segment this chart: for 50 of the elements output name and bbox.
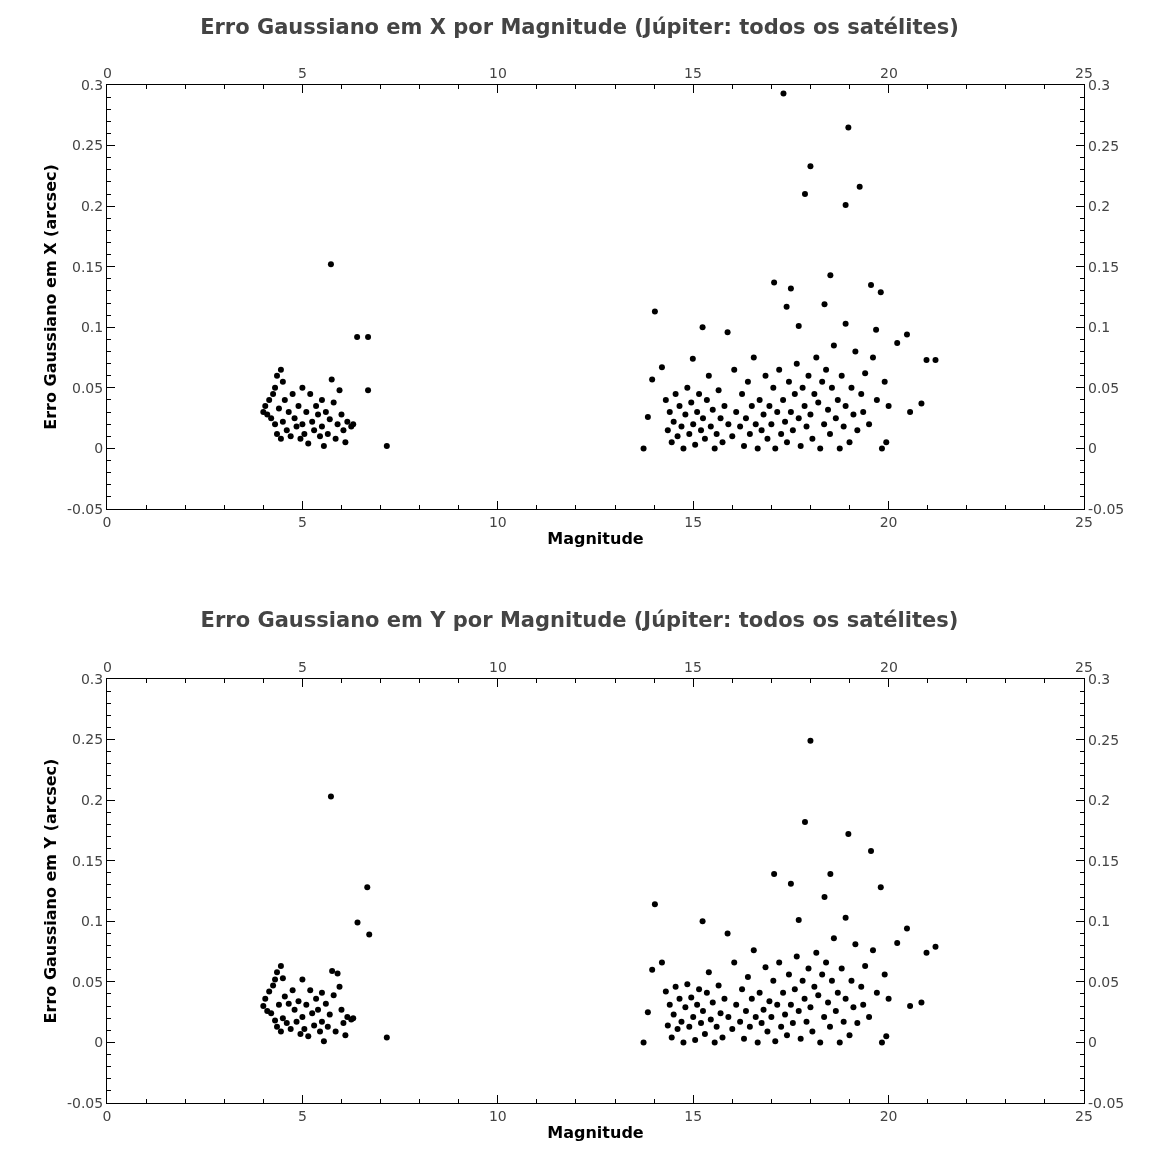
y2-tick-label: 0.25 [1088, 732, 1120, 748]
y-tick-label: 0.2 [80, 198, 104, 215]
y-tick-label: 0.15 [72, 852, 104, 869]
x-tick-label: 10 [489, 659, 507, 675]
y-tick-label: 0.1 [80, 913, 104, 930]
y2-tick-label: 0.2 [1088, 198, 1111, 214]
y2-tick-label: 0.2 [1088, 792, 1111, 808]
x-tick-label: 15 [684, 659, 702, 675]
x-axis-title: Magnitude [547, 1123, 644, 1143]
y-tick-label: 0.05 [72, 973, 104, 990]
x2-tick-label: 5 [297, 1107, 307, 1124]
x2-tick-label: 20 [879, 1107, 898, 1124]
y-tick-label: 0.1 [80, 319, 104, 336]
y2-tick-label: 0.05 [1088, 974, 1120, 990]
y-tick-label: 0.2 [80, 792, 104, 809]
y2-tick-label: 0.15 [1088, 853, 1120, 869]
x2-tick-label: 10 [488, 513, 507, 530]
y2-tick-label: 0.05 [1088, 380, 1120, 396]
y2-tick-label: 0.25 [1088, 138, 1120, 154]
y-tick-label: 0.25 [72, 731, 104, 748]
y2-tick-label: 0.1 [1088, 319, 1111, 335]
y2-tick-label: 0 [1088, 440, 1097, 456]
y-tick-label: 0.25 [72, 137, 104, 154]
y-tick-label: -0.05 [66, 500, 104, 517]
chart-title: Erro Gaussiano em X por Magnitude (Júpiter: todos os satélites) [200, 15, 959, 40]
y-tick-label: -0.05 [66, 1094, 104, 1111]
y-tick-label: 0 [94, 1034, 104, 1051]
x2-tick-label: 20 [879, 513, 898, 530]
y2-tick-label: 0.15 [1088, 259, 1120, 275]
x-axis-title: Magnitude [547, 529, 644, 549]
y-axis-title: Erro Gaussiano em X (arcsec) [40, 164, 60, 430]
x-tick-label: 5 [298, 659, 307, 675]
y-tick-label: 0.05 [72, 379, 104, 396]
x-tick-label: 20 [880, 659, 898, 675]
chart-title: Erro Gaussiano em Y por Magnitude (Júpiter: todos os satélites) [200, 608, 959, 633]
x-tick-label: 20 [880, 65, 898, 81]
x2-tick-label: 15 [684, 513, 703, 530]
x2-tick-label: 10 [488, 1107, 507, 1124]
y2-tick-label: 0.1 [1088, 913, 1111, 929]
x2-tick-label: 5 [297, 513, 307, 530]
y-tick-label: 0 [94, 440, 104, 457]
y2-tick-label: 0 [1088, 1034, 1097, 1050]
y-tick-label: 0.3 [80, 670, 104, 687]
y-tick-label: 0.3 [80, 76, 104, 93]
x-tick-label: 10 [489, 65, 507, 81]
x-tick-label: 5 [298, 65, 307, 81]
x-tick-label: 15 [684, 65, 702, 81]
y-tick-label: 0.15 [72, 258, 104, 275]
x2-tick-label: 15 [684, 1107, 703, 1124]
y-axis-title: Erro Gaussiano em Y (arcsec) [40, 758, 60, 1024]
